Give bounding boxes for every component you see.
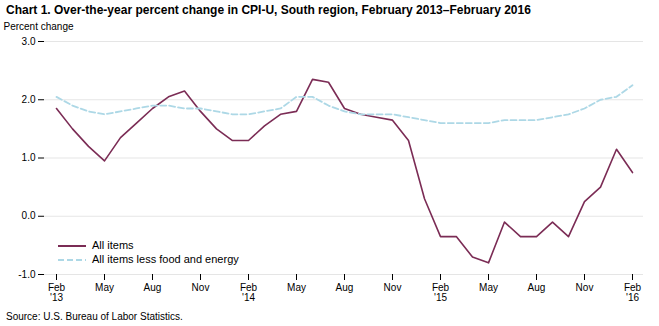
svg-text:2.0: 2.0 xyxy=(22,94,36,105)
svg-text:-1.0: -1.0 xyxy=(18,269,36,280)
html-text:All items less food and energy: All items less food and energy xyxy=(92,253,239,265)
svg-text:Feb'16: Feb'16 xyxy=(624,282,642,303)
svg-text:Nov: Nov xyxy=(384,282,402,293)
html-text:Chart 1. Over-the-year percent: Chart 1. Over-the-year percent change in… xyxy=(6,3,531,17)
svg-text:Aug: Aug xyxy=(336,282,354,293)
html-text:Source: U.S. Bureau of Labor S: Source: U.S. Bureau of Labor Statistics. xyxy=(6,311,183,322)
svg-text:May: May xyxy=(287,282,306,293)
svg-text:Nov: Nov xyxy=(576,282,594,293)
svg-text:Feb'14: Feb'14 xyxy=(240,282,258,303)
svg-text:Feb'15: Feb'15 xyxy=(432,282,450,303)
svg-text:Aug: Aug xyxy=(528,282,546,293)
svg-text:May: May xyxy=(479,282,498,293)
html-text:All items: All items xyxy=(92,239,134,251)
svg-text:May: May xyxy=(95,282,114,293)
svg-text:Percent change: Percent change xyxy=(4,21,74,32)
svg-text:0.0: 0.0 xyxy=(22,210,36,221)
svg-text:Feb'13: Feb'13 xyxy=(48,282,66,303)
svg-text:Nov: Nov xyxy=(192,282,210,293)
svg-text:1.0: 1.0 xyxy=(22,152,36,163)
svg-text:Aug: Aug xyxy=(144,282,162,293)
svg-text:3.0: 3.0 xyxy=(22,36,36,47)
